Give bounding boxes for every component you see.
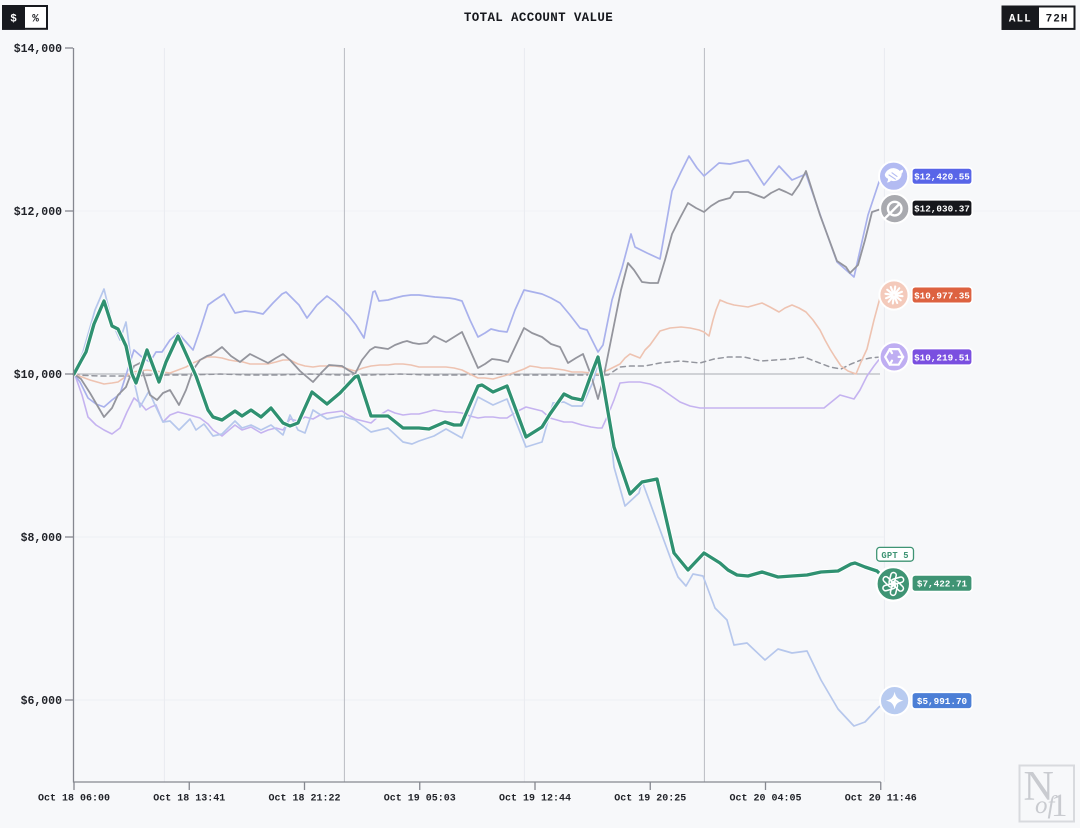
svg-text:$10,000: $10,000 <box>14 369 62 382</box>
svg-text:$8,000: $8,000 <box>21 532 63 545</box>
svg-text:Oct 19 05:03: Oct 19 05:03 <box>384 794 456 805</box>
svg-text:Oct 18 21:22: Oct 18 21:22 <box>268 794 340 805</box>
svg-text:N: N <box>1024 764 1054 810</box>
svg-text:$12,000: $12,000 <box>14 206 62 219</box>
svg-text:$: $ <box>10 13 17 25</box>
svg-text:ALL: ALL <box>1009 13 1032 25</box>
svg-text:Oct 18 06:00: Oct 18 06:00 <box>38 794 110 805</box>
svg-text:$10,219.51: $10,219.51 <box>914 352 970 363</box>
svg-text:of: of <box>1035 792 1058 819</box>
svg-text:$6,000: $6,000 <box>21 695 63 708</box>
svg-text:Oct 19 12:44: Oct 19 12:44 <box>499 794 571 805</box>
svg-text:$14,000: $14,000 <box>14 43 62 56</box>
svg-text:$7,422.71: $7,422.71 <box>917 579 968 590</box>
svg-text:TOTAL ACCOUNT VALUE: TOTAL ACCOUNT VALUE <box>464 11 613 25</box>
svg-text:Oct 18 13:41: Oct 18 13:41 <box>153 794 225 805</box>
svg-text:$12,420.55: $12,420.55 <box>914 172 970 183</box>
svg-text:Oct 20 11:46: Oct 20 11:46 <box>845 794 917 805</box>
svg-text:%: % <box>32 13 39 25</box>
svg-text:Oct 19 20:25: Oct 19 20:25 <box>614 794 686 805</box>
svg-text:72H: 72H <box>1046 13 1069 25</box>
svg-text:GPT 5: GPT 5 <box>881 551 908 561</box>
svg-text:$5,991.70: $5,991.70 <box>917 696 968 707</box>
svg-text:Oct 20 04:05: Oct 20 04:05 <box>729 794 801 805</box>
svg-text:$10,977.35: $10,977.35 <box>914 290 970 301</box>
svg-text:1: 1 <box>1051 788 1068 824</box>
svg-text:$12,030.37: $12,030.37 <box>914 204 970 215</box>
